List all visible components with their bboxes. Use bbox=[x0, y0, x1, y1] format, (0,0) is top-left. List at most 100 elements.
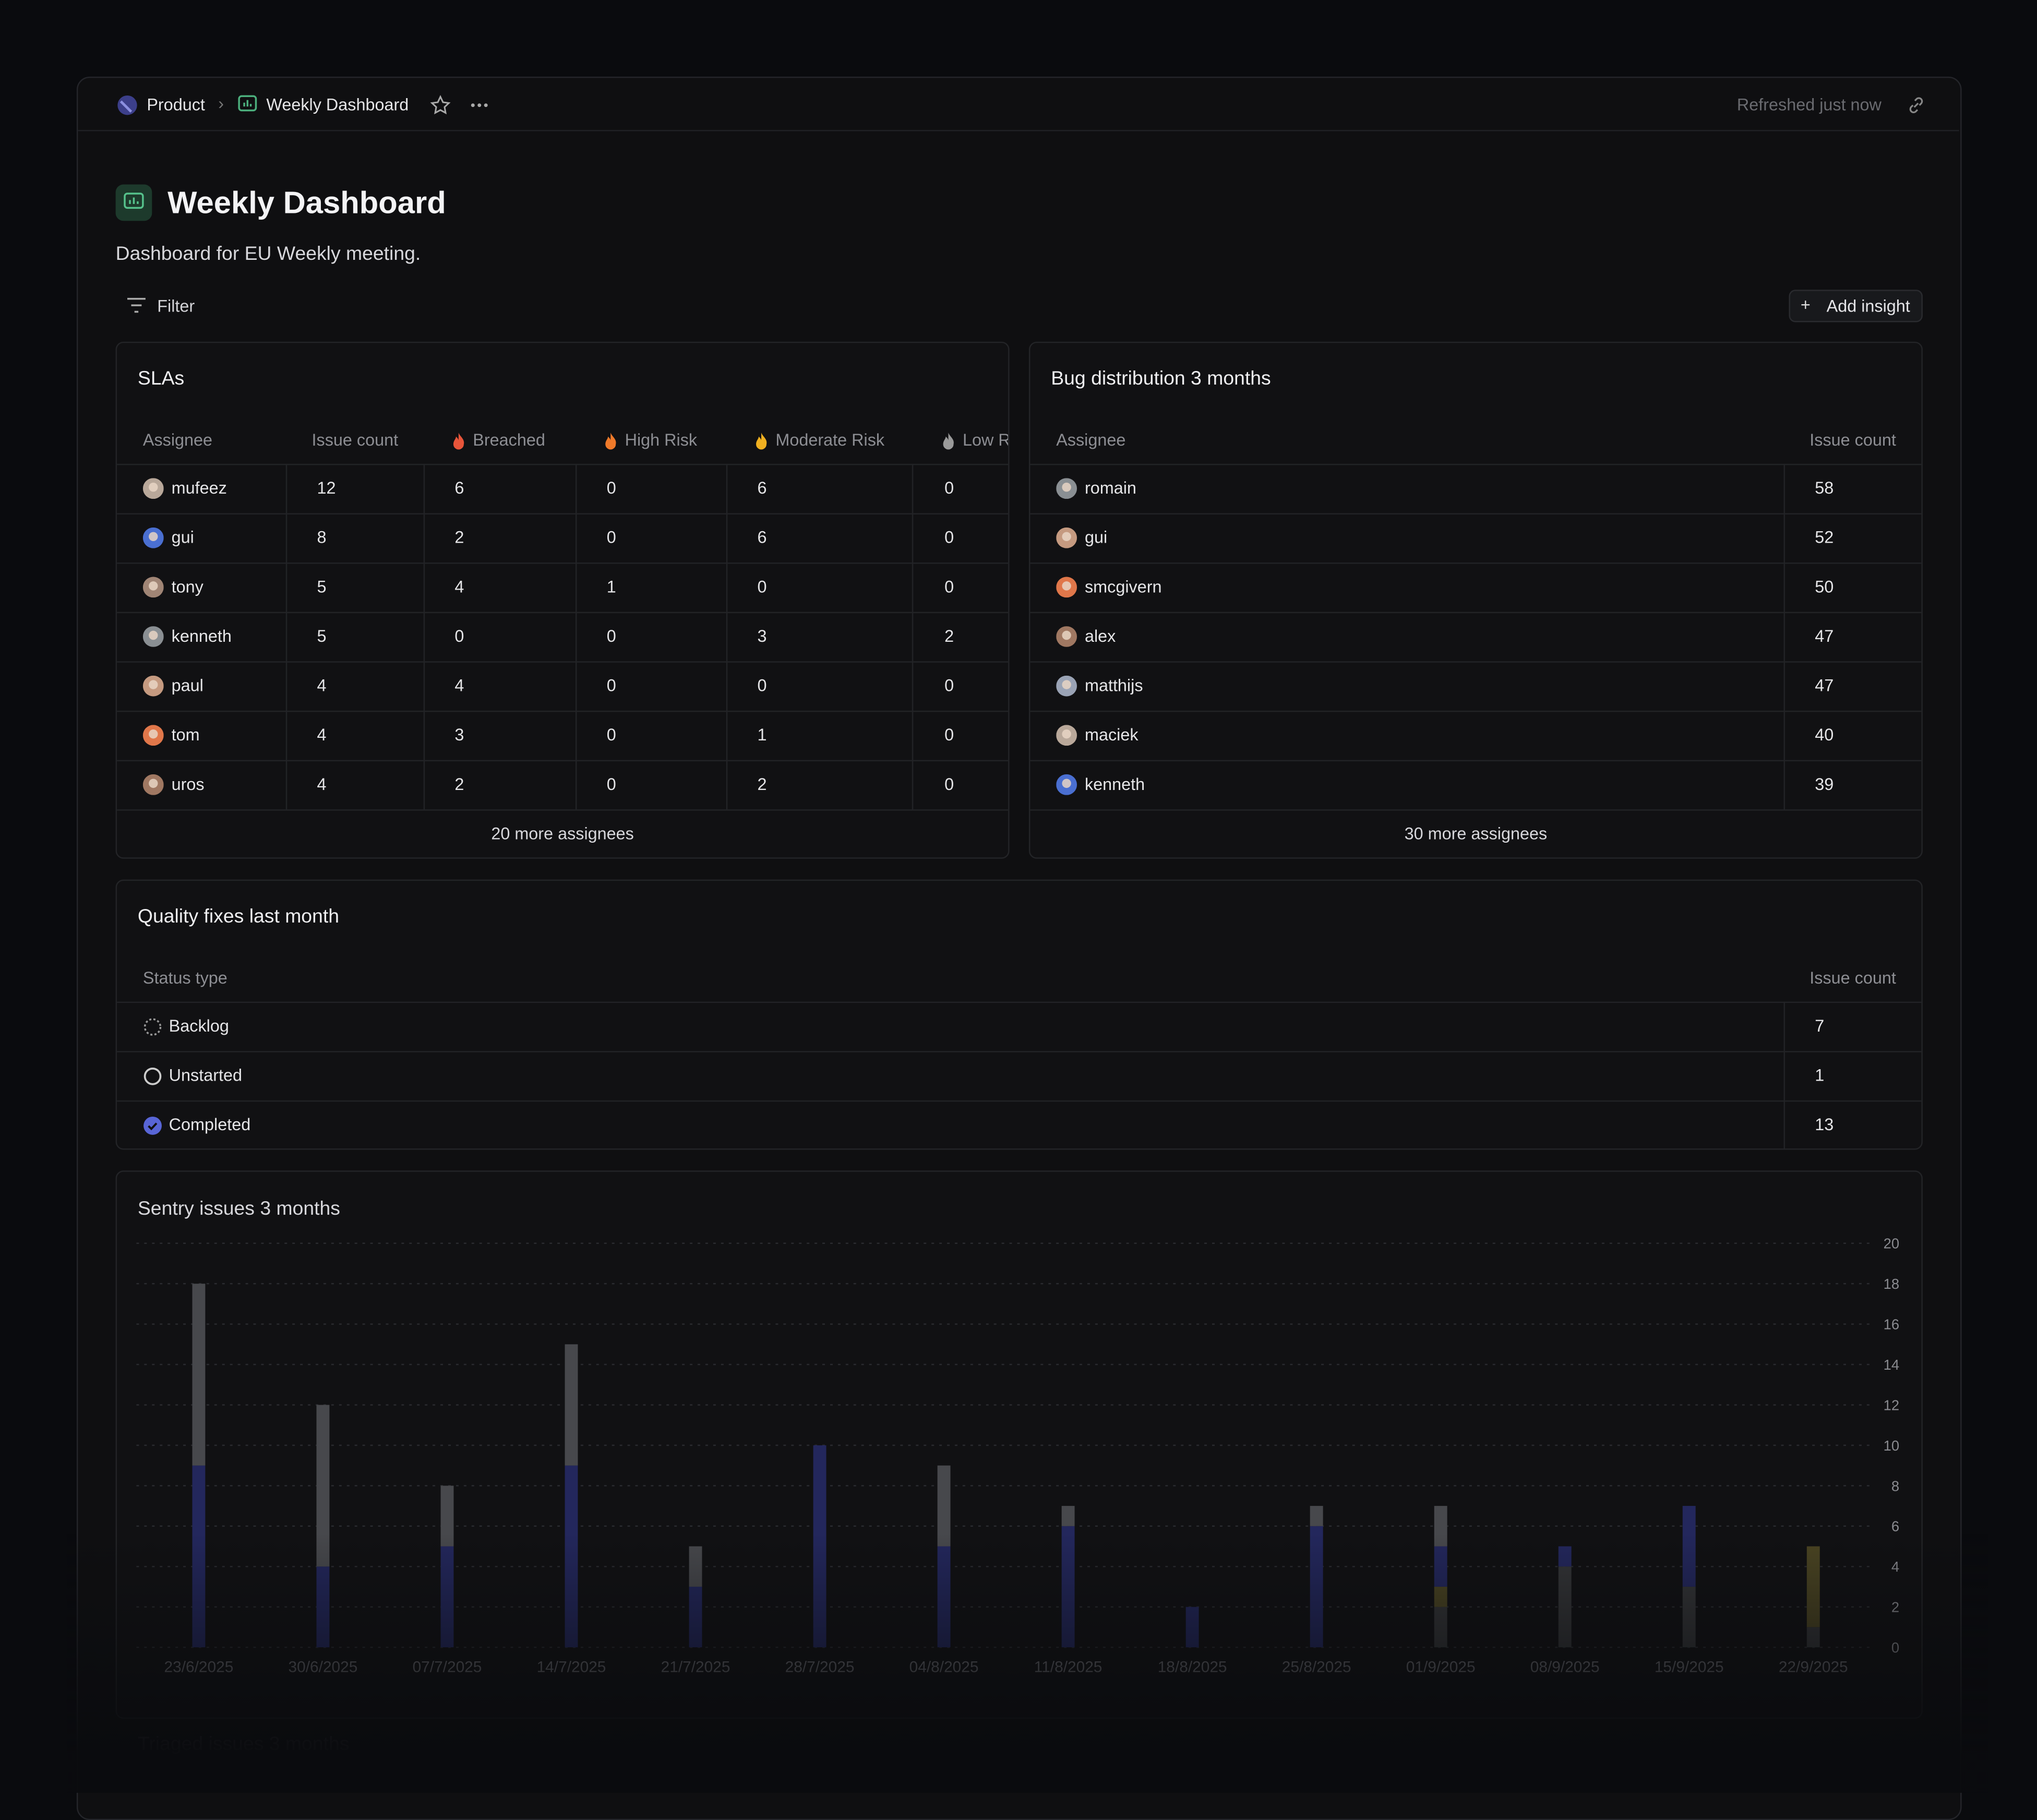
more-link[interactable]: 30 more assignees bbox=[1404, 823, 1548, 843]
column-header: Issue count bbox=[1810, 430, 1896, 450]
cell-value: 8 bbox=[317, 527, 327, 547]
more-link[interactable]: 20 more assignees bbox=[491, 823, 634, 843]
filter-icon[interactable] bbox=[126, 296, 147, 315]
bar-segment bbox=[813, 1445, 826, 1648]
y-tick-label: 0 bbox=[1891, 1639, 1899, 1656]
row-divider bbox=[117, 513, 1009, 514]
column-divider bbox=[285, 463, 287, 810]
avatar-face bbox=[1062, 680, 1071, 689]
x-tick-label: 22/9/2025 bbox=[1779, 1658, 1848, 1675]
avatar bbox=[1056, 725, 1077, 746]
star-button[interactable] bbox=[430, 95, 451, 116]
row-divider bbox=[1030, 562, 1922, 564]
cell-value: 6 bbox=[757, 478, 767, 498]
row-divider bbox=[117, 1051, 1922, 1052]
y-tick-label: 10 bbox=[1884, 1438, 1899, 1454]
x-tick-label: 14/7/2025 bbox=[537, 1658, 606, 1675]
x-tick-label: 18/8/2025 bbox=[1158, 1658, 1227, 1675]
cell-value: 1 bbox=[757, 725, 767, 745]
row-label: kenneth bbox=[171, 626, 232, 646]
column-divider bbox=[912, 463, 914, 810]
flame bbox=[605, 433, 616, 450]
x-tick-label: 23/6/2025 bbox=[164, 1658, 234, 1675]
cell-value: 2 bbox=[757, 774, 767, 794]
bar-segment bbox=[565, 1465, 578, 1648]
card-title: SLAs bbox=[137, 367, 185, 390]
cell-value: 58 bbox=[1815, 478, 1834, 498]
x-tick-label: 21/7/2025 bbox=[661, 1658, 730, 1675]
bar-segment bbox=[1434, 1607, 1447, 1648]
bar-segment bbox=[1434, 1546, 1447, 1587]
unstarted-icon bbox=[143, 1067, 162, 1085]
cell-value: 0 bbox=[606, 527, 616, 547]
avatar-face bbox=[149, 630, 158, 640]
cell-value: 2 bbox=[944, 626, 954, 646]
y-tick-label: 2 bbox=[1891, 1599, 1899, 1615]
column-divider bbox=[575, 463, 577, 810]
add-insight-plus: + bbox=[1800, 295, 1811, 315]
cell-value: 0 bbox=[944, 774, 954, 794]
row-label: Backlog bbox=[169, 1016, 229, 1036]
row-divider bbox=[1030, 463, 1922, 465]
row-label: smcgivern bbox=[1084, 577, 1162, 596]
breadcrumb-item[interactable]: Product bbox=[147, 94, 205, 115]
column-divider bbox=[726, 463, 728, 810]
next-card-title: Triaged issues 3 months bbox=[137, 1733, 350, 1755]
row-divider bbox=[117, 562, 1009, 564]
cell-value: 4 bbox=[317, 774, 327, 794]
bar-segment bbox=[1185, 1607, 1199, 1648]
x-tick-label: 15/9/2025 bbox=[1655, 1658, 1724, 1675]
cell-value: 2 bbox=[454, 527, 464, 547]
more-button[interactable] bbox=[469, 96, 490, 114]
avatar-face bbox=[149, 779, 158, 788]
bar-segment bbox=[192, 1465, 206, 1648]
filter-button[interactable]: Filter bbox=[157, 296, 195, 316]
row-label: maciek bbox=[1084, 725, 1139, 745]
avatar-face bbox=[149, 482, 158, 492]
cell-value: 3 bbox=[757, 626, 767, 646]
risk-icon bbox=[756, 433, 767, 450]
column-header: Issue count bbox=[1810, 967, 1896, 988]
row-divider bbox=[117, 612, 1009, 614]
cell-value: 7 bbox=[1815, 1016, 1825, 1036]
status-icon bbox=[143, 1018, 162, 1036]
cell-value: 39 bbox=[1815, 774, 1834, 794]
cell-value: 0 bbox=[944, 725, 954, 745]
bar-segment bbox=[1806, 1627, 1820, 1648]
breadcrumb-item[interactable]: Weekly Dashboard bbox=[266, 94, 409, 115]
add-insight-button[interactable] bbox=[1789, 290, 1923, 322]
row-divider bbox=[117, 661, 1009, 663]
bar-segment bbox=[689, 1586, 702, 1648]
cell-value: 52 bbox=[1815, 527, 1834, 547]
bar-segment bbox=[1310, 1526, 1323, 1648]
add-insight-label[interactable]: Add insight bbox=[1826, 296, 1910, 316]
row-divider bbox=[1030, 513, 1922, 514]
x-tick-label: 11/8/2025 bbox=[1034, 1658, 1103, 1675]
row-divider bbox=[1030, 809, 1922, 811]
bar-segment bbox=[316, 1405, 330, 1567]
avatar bbox=[142, 527, 164, 548]
y-tick-label: 8 bbox=[1891, 1478, 1899, 1494]
cell-value: 47 bbox=[1815, 626, 1834, 646]
copy-link-button[interactable] bbox=[1906, 95, 1927, 116]
x-tick-label: 30/6/2025 bbox=[289, 1658, 358, 1675]
bar-segment bbox=[937, 1465, 951, 1547]
check bbox=[148, 1122, 158, 1131]
backlog-icon bbox=[143, 1018, 162, 1036]
avatar bbox=[1056, 774, 1077, 795]
avatar bbox=[142, 577, 164, 598]
row-label: Unstarted bbox=[169, 1065, 243, 1085]
flame bbox=[453, 433, 464, 450]
status-icon bbox=[143, 1067, 162, 1085]
bar-segment bbox=[937, 1546, 951, 1648]
cell-value: 6 bbox=[454, 478, 464, 498]
avatar-face bbox=[1062, 630, 1071, 640]
cell-value: 40 bbox=[1815, 725, 1834, 745]
cell-value: 4 bbox=[454, 577, 464, 596]
cell-value: 0 bbox=[606, 626, 616, 646]
completed-icon bbox=[143, 1116, 162, 1135]
y-tick-label: 6 bbox=[1891, 1518, 1899, 1535]
risk-icon bbox=[605, 433, 616, 450]
bar-segment bbox=[1682, 1506, 1696, 1587]
